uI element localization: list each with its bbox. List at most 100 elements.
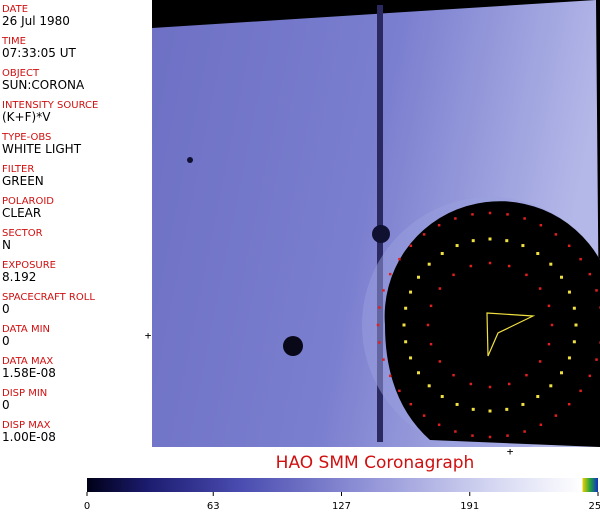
field-label: OBJECT [2,68,40,79]
dot [416,371,420,375]
dot [538,287,542,290]
dot [454,430,457,433]
tick-label: 127 [332,501,351,512]
dot [438,287,442,290]
dot [427,262,431,266]
field-label: TYPE-OBS [1,132,51,143]
dot [378,306,381,309]
dot [547,342,551,346]
dot [404,340,408,344]
dot [409,356,413,360]
tick-label: 63 [207,501,220,512]
dot [440,395,444,399]
field-label: DISP MAX [2,420,51,431]
dot [454,217,457,220]
field-label: DATA MIN [2,324,50,335]
dot [469,382,473,386]
dot [538,360,542,363]
info-panel [0,0,152,447]
dot [567,244,571,248]
dot [429,304,433,308]
dot [505,407,509,411]
dot [488,435,492,439]
dot [378,341,381,344]
dot [554,233,558,236]
field-label: SPACECRAFT ROLL [2,292,95,303]
dot [560,371,564,375]
dot [471,239,475,243]
dot [567,356,571,360]
field-value: 26 Jul 1980 [2,14,70,28]
dot [388,272,392,276]
dot [536,251,540,255]
dot [422,414,426,417]
dot [422,233,426,236]
dot [409,402,413,406]
dot [525,373,528,377]
dot [525,273,528,277]
dot [588,272,592,276]
field-value: 1.58E-08 [2,366,56,380]
dot [574,323,578,327]
field-value: (K+F)*V [2,110,51,124]
field-value: 8.192 [2,270,36,284]
dot [523,217,526,220]
dot [488,237,492,241]
field-label: INTENSITY SOURCE [2,100,98,111]
dot [427,384,431,388]
tick-label: 0 [84,501,90,512]
dot [437,223,441,227]
dot [455,402,459,406]
dot [488,409,492,413]
field-value: CLEAR [2,206,41,220]
dot [567,402,571,406]
dot [539,223,543,227]
dot [536,395,540,399]
dot [416,275,420,279]
tick-label: 255 [588,501,600,512]
dot [471,407,475,411]
image-title: HAO SMM Coronagraph [276,453,475,473]
dot [376,323,380,327]
dot [572,306,576,310]
dot [506,213,509,216]
dot [429,342,433,346]
dot [560,275,564,279]
dot [452,373,455,377]
field-label: TIME [1,36,26,47]
dot [595,289,598,292]
dot [505,239,509,243]
dot [409,290,413,294]
marker: + [507,445,514,458]
dot [506,434,509,437]
dot [402,323,406,327]
dot [579,389,582,393]
dot [507,264,511,268]
field-value: 07:33:05 UT [2,46,76,60]
dot [382,289,385,292]
field-label: DATA MAX [2,356,53,367]
field-value: WHITE LIGHT [2,142,82,156]
marker: + [145,329,152,342]
dot [549,262,553,266]
dot [404,306,408,310]
dot [567,290,571,294]
dot [523,430,526,433]
dot [539,423,543,427]
field-value: N [2,238,11,252]
field-label: FILTER [2,164,34,175]
field-value: 0 [2,302,10,316]
dot [547,304,551,308]
field-label: DATE [2,4,28,15]
field-value: GREEN [2,174,44,188]
dot [471,213,474,216]
dot [455,244,459,248]
field-value: 0 [2,334,10,348]
dot [554,414,558,417]
dot [388,374,392,378]
field-label: POLAROID [2,196,54,207]
colorbar [87,478,598,492]
dot [426,323,430,327]
dot [521,244,525,248]
